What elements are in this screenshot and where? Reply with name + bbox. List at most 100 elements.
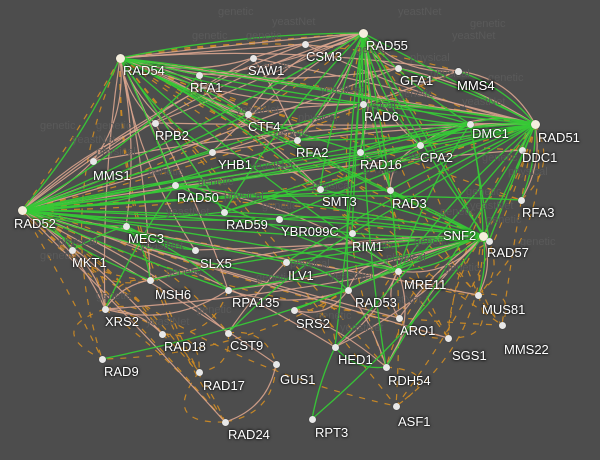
graph-node-mec3[interactable] [122,222,130,230]
graph-node-rad6[interactable] [359,100,367,108]
graph-node-slx5[interactable] [191,246,199,254]
graph-node-srs2[interactable] [290,306,298,314]
coexpression-edge [346,32,364,291]
graph-node-rfa3[interactable] [517,196,525,204]
genetic-edge [81,57,121,360]
coexpression-edge [477,235,486,296]
coexpression-edge [125,225,151,281]
physical-edge [71,249,106,310]
genetic-edge [395,123,536,407]
genetic-edge [73,308,106,360]
physical-edge [154,32,364,124]
genetic-edge [477,293,507,326]
genetic-edge [447,235,484,339]
coexpression-edge [419,123,471,146]
coexpression-edge [319,32,364,190]
graph-node-rad24[interactable] [221,418,229,426]
graph-node-asf1[interactable] [392,402,400,410]
graph-node-mkt1[interactable] [68,246,76,254]
graph-node-rad9[interactable] [98,355,106,363]
genetic-edge [119,57,536,125]
graph-node-csm3[interactable] [301,40,309,48]
genetic-edge [227,331,277,365]
graph-node-rim1[interactable] [348,229,356,237]
graph-node-rad59[interactable] [220,208,228,216]
genetic-edge [520,123,545,201]
graph-node-rpa135[interactable] [224,286,232,294]
genetic-edge [104,308,200,373]
graph-node-mms22[interactable] [498,321,506,329]
graph-node-rad57[interactable] [485,237,493,245]
genetic-edge [101,289,349,360]
genetic-edge [183,371,226,423]
coexpression-edge [319,123,471,190]
coexpression-edge [334,346,387,369]
graph-node-rad17[interactable] [195,368,203,376]
graph-node-rfa2[interactable] [293,136,301,144]
graph-node-rpt3[interactable] [308,415,316,423]
graph-node-mre11[interactable] [394,267,402,275]
coexpression-edge [174,184,484,237]
graph-node-rad52[interactable] [17,205,27,215]
genetic-edge [224,363,277,423]
graph-node-cpa2[interactable] [416,141,424,149]
graph-node-smt3[interactable] [316,185,324,193]
physical-edge [21,209,336,348]
graph-node-rad18[interactable] [158,330,166,338]
graph-node-saw1[interactable] [249,54,257,62]
graph-node-dmc1[interactable] [466,120,474,128]
physical-edge [211,123,536,153]
coexpression-edge [21,209,353,234]
coexpression-edge [21,209,196,251]
coexpression-edge [119,57,536,125]
graph-node-rad16[interactable] [356,148,364,156]
graph-node-aro1[interactable] [395,314,403,322]
coexpression-edge [285,261,349,291]
graph-node-yhb1[interactable] [208,148,216,156]
coexpression-edge [457,70,536,125]
graph-node-gus1[interactable] [272,360,280,368]
physical-edge [92,122,536,162]
coexpression-edge [362,32,399,272]
genetic-edge [119,57,387,368]
coexpression-edge [21,209,280,221]
graph-node-rad55[interactable] [358,28,368,38]
coexpression-edge [227,232,353,334]
coexpression-edge [21,209,484,237]
graph-node-xrs2[interactable] [101,305,109,313]
graph-node-mms4b[interactable] [454,67,462,75]
coexpression-edge [397,67,536,125]
graph-node-mus81[interactable] [474,291,482,299]
coexpression-edge [119,57,213,153]
graph-node-rdh54[interactable] [382,363,390,371]
graph-node-mms1[interactable] [89,157,97,165]
graph-node-rad3[interactable] [386,186,394,194]
coexpression-edge [359,123,536,153]
coexpression-edge [223,32,364,213]
graph-node-ddc1[interactable] [518,146,526,154]
graph-node-gfa1[interactable] [394,64,402,72]
coexpression-edge [296,32,364,141]
physical-edge [21,122,156,211]
graph-node-rad51[interactable] [530,119,540,129]
coexpression-edge [21,144,421,211]
genetic-edge [21,209,229,334]
graph-node-snf2[interactable] [478,231,488,241]
graph-node-ctf4[interactable] [244,110,252,118]
graph-node-rad54[interactable] [115,53,125,63]
graph-node-rpb2[interactable] [151,119,159,127]
graph-node-sgs1[interactable] [444,334,452,342]
physical-edge [119,57,196,251]
coexpression-edge [174,184,399,272]
coexpression-edge [278,216,484,237]
graph-node-ilv1[interactable] [282,258,290,266]
graph-node-hed1[interactable] [331,343,339,351]
graph-node-msh6[interactable] [146,276,154,284]
graph-node-ybr099c[interactable] [275,215,283,223]
graph-node-cst9[interactable] [224,329,232,337]
physical-edge [347,264,399,291]
graph-node-rfa1[interactable] [195,71,203,79]
graph-node-rad53[interactable] [344,286,352,294]
graph-node-rad50[interactable] [171,181,179,189]
